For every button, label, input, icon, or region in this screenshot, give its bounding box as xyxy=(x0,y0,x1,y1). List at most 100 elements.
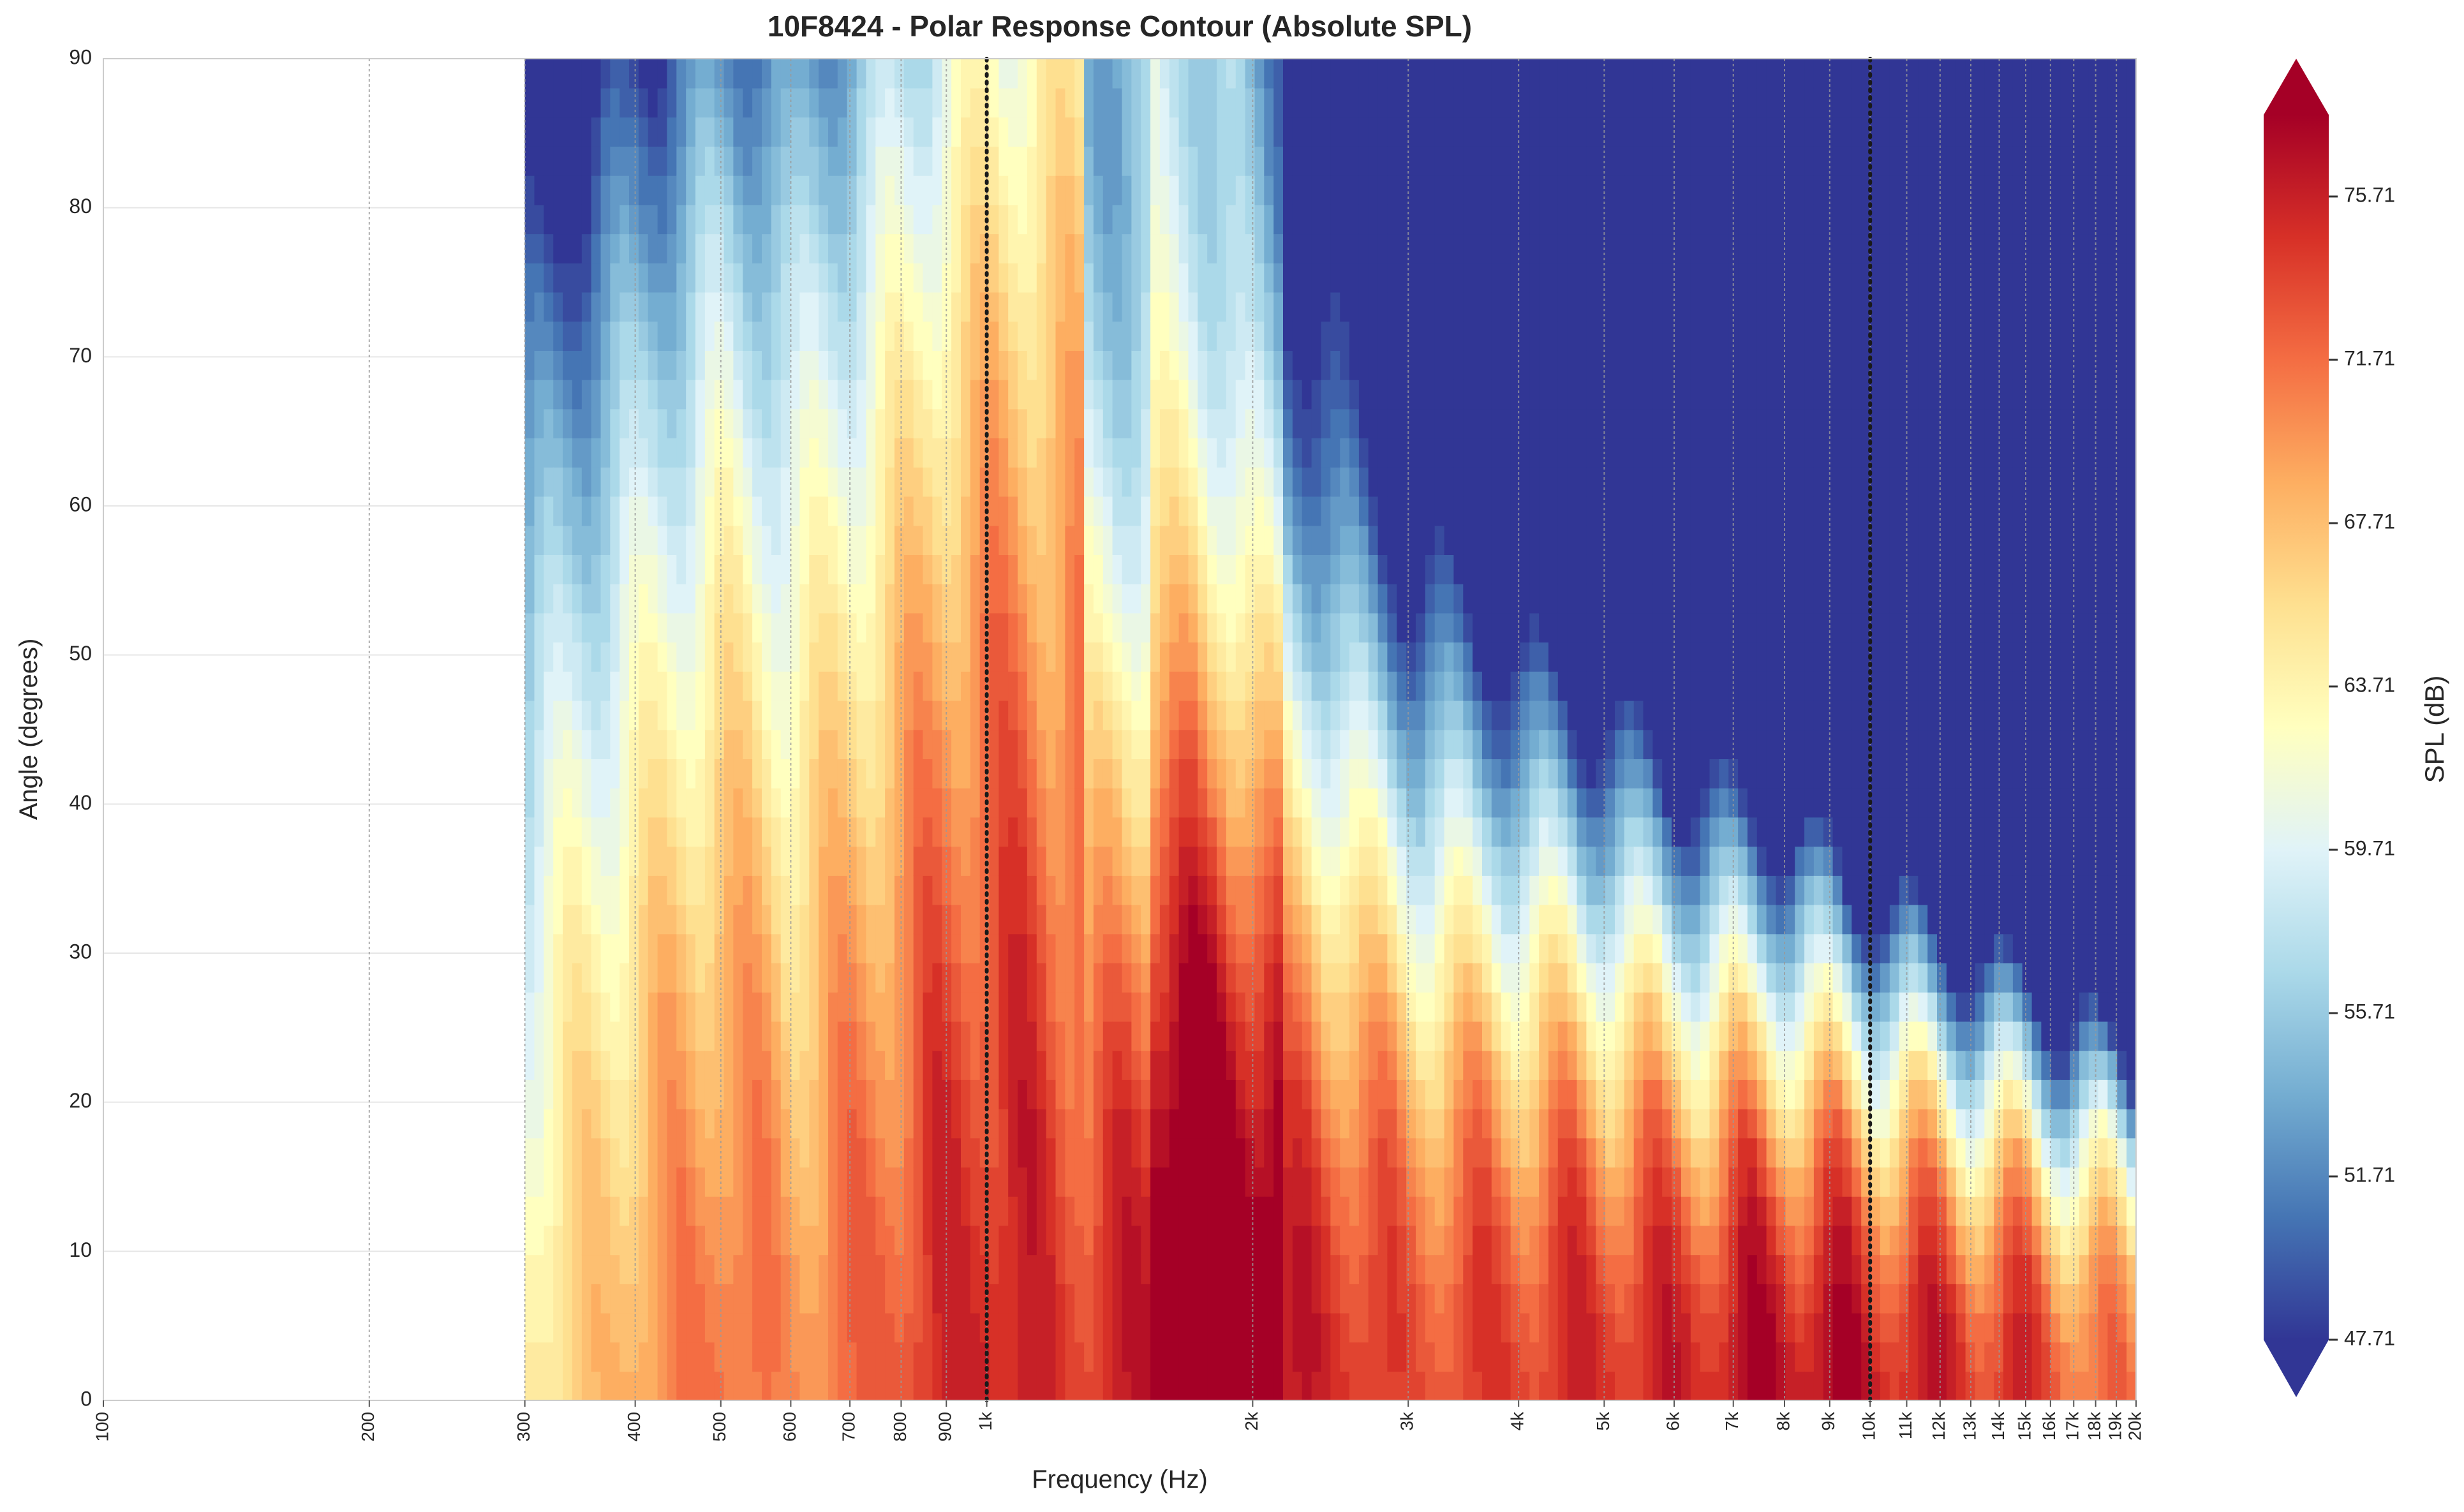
contour-cell xyxy=(1340,700,1350,730)
contour-cell xyxy=(1283,846,1293,876)
contour-cell xyxy=(1207,496,1217,526)
contour-cell xyxy=(1406,875,1416,905)
contour-cell xyxy=(752,87,762,118)
contour-cell xyxy=(1358,408,1369,439)
contour-cell xyxy=(610,1196,620,1226)
contour-cell xyxy=(1397,467,1407,497)
contour-cell xyxy=(648,59,658,89)
contour-cell xyxy=(667,992,678,1022)
contour-cell xyxy=(837,933,848,963)
contour-cell xyxy=(1397,408,1407,439)
contour-cell xyxy=(1112,554,1123,584)
contour-cell xyxy=(799,992,810,1022)
contour-cell xyxy=(600,350,611,380)
contour-cell xyxy=(1501,1108,1511,1139)
contour-cell xyxy=(1434,204,1445,235)
contour-cell xyxy=(714,408,725,439)
contour-cell xyxy=(970,1371,981,1400)
contour-cell xyxy=(1169,175,1180,205)
contour-cell xyxy=(771,233,782,263)
contour-cell xyxy=(1529,817,1540,847)
contour-cell xyxy=(1349,525,1360,555)
contour-cell xyxy=(1254,642,1265,672)
contour-cell xyxy=(1122,583,1132,614)
contour-cell xyxy=(1425,1196,1436,1226)
contour-cell xyxy=(1330,817,1340,847)
contour-cell xyxy=(1150,1284,1161,1314)
contour-cell xyxy=(1235,1312,1246,1343)
contour-cell xyxy=(1473,379,1483,410)
contour-cell xyxy=(657,1312,668,1343)
contour-cell xyxy=(885,438,895,468)
contour-cell xyxy=(1311,379,1322,410)
contour-cell xyxy=(780,1312,791,1343)
contour-cell xyxy=(1387,1138,1398,1167)
contour-cell xyxy=(1416,817,1426,847)
contour-cell xyxy=(724,933,734,963)
contour-cell xyxy=(1112,350,1123,380)
contour-cell xyxy=(544,1196,554,1226)
contour-cell xyxy=(1188,321,1199,351)
contour-cell xyxy=(780,1225,791,1256)
contour-cell xyxy=(629,175,639,205)
contour-cell xyxy=(1254,1312,1265,1343)
contour-cell xyxy=(998,1342,1009,1372)
contour-cell xyxy=(1273,875,1284,905)
contour-cell xyxy=(1150,292,1161,322)
contour-cell xyxy=(961,875,971,905)
contour-cell xyxy=(961,642,971,672)
contour-cell xyxy=(1226,583,1236,614)
contour-cell xyxy=(809,87,819,118)
contour-cell xyxy=(1434,467,1445,497)
contour-cell xyxy=(1349,759,1360,789)
contour-cell xyxy=(894,467,905,497)
contour-cell xyxy=(1169,992,1180,1022)
contour-cell xyxy=(1302,1196,1312,1226)
contour-cell xyxy=(790,642,801,672)
contour-cell xyxy=(524,350,535,380)
contour-cell xyxy=(932,233,943,263)
contour-cell xyxy=(1159,904,1170,935)
contour-cell xyxy=(1188,729,1199,759)
contour-cell xyxy=(1444,204,1455,235)
contour-cell xyxy=(1074,263,1085,293)
contour-cell xyxy=(534,1225,545,1256)
contour-cell xyxy=(1397,875,1407,905)
contour-cell xyxy=(686,1196,696,1226)
contour-cell xyxy=(1358,292,1369,322)
contour-cell xyxy=(1055,525,1066,555)
contour-cell xyxy=(1302,992,1312,1022)
contour-cell xyxy=(1065,583,1076,614)
contour-cell xyxy=(1377,904,1388,935)
contour-cell xyxy=(1397,117,1407,147)
contour-cell xyxy=(1055,1342,1066,1372)
contour-cell xyxy=(961,759,971,789)
contour-cell xyxy=(970,1312,981,1343)
contour-cell xyxy=(1198,408,1208,439)
contour-cell xyxy=(1102,204,1113,235)
contour-cell xyxy=(1131,554,1142,584)
contour-cell xyxy=(1406,963,1416,993)
contour-cell xyxy=(657,117,668,147)
contour-cell xyxy=(704,496,715,526)
contour-cell xyxy=(1453,583,1464,614)
contour-cell xyxy=(1084,729,1094,759)
contour-cell xyxy=(1188,759,1199,789)
contour-cell xyxy=(828,1138,838,1167)
contour-cell xyxy=(1150,729,1161,759)
contour-cell xyxy=(1178,1138,1189,1167)
contour-cell xyxy=(1397,1108,1407,1139)
contour-cell xyxy=(828,87,838,118)
contour-cell xyxy=(1018,321,1028,351)
contour-cell xyxy=(1387,992,1398,1022)
contour-cell xyxy=(885,554,895,584)
contour-cell xyxy=(1226,175,1236,205)
contour-cell xyxy=(1226,59,1236,89)
contour-cell xyxy=(1501,233,1511,263)
contour-cell xyxy=(885,817,895,847)
contour-cell xyxy=(1425,1167,1436,1197)
contour-cell xyxy=(581,1196,592,1226)
contour-cell xyxy=(1473,146,1483,176)
contour-cell xyxy=(875,1021,886,1051)
contour-cell xyxy=(970,1167,981,1197)
